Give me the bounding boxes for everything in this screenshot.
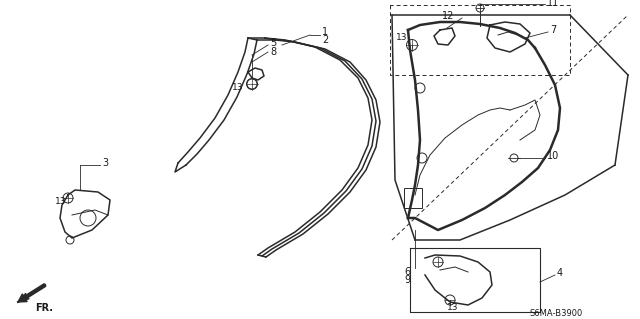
Text: 6: 6 xyxy=(404,267,410,277)
Text: 3: 3 xyxy=(102,158,108,168)
Text: 13: 13 xyxy=(232,84,243,93)
Text: 13: 13 xyxy=(396,33,408,42)
Text: 2: 2 xyxy=(322,35,328,45)
Text: 5: 5 xyxy=(270,38,276,48)
Text: 10: 10 xyxy=(547,151,559,161)
Bar xyxy=(404,188,422,208)
Text: 11: 11 xyxy=(547,0,559,8)
Text: 13: 13 xyxy=(55,197,67,206)
Text: 1: 1 xyxy=(322,27,328,37)
Text: S6MA-B3900: S6MA-B3900 xyxy=(530,308,583,317)
Text: 7: 7 xyxy=(550,25,556,35)
Text: 12: 12 xyxy=(442,11,454,21)
Text: 13: 13 xyxy=(447,303,458,313)
Text: FR.: FR. xyxy=(35,303,53,313)
FancyArrow shape xyxy=(18,284,46,302)
Text: 9: 9 xyxy=(404,275,410,285)
Text: 4: 4 xyxy=(557,268,563,278)
Text: 8: 8 xyxy=(270,47,276,57)
